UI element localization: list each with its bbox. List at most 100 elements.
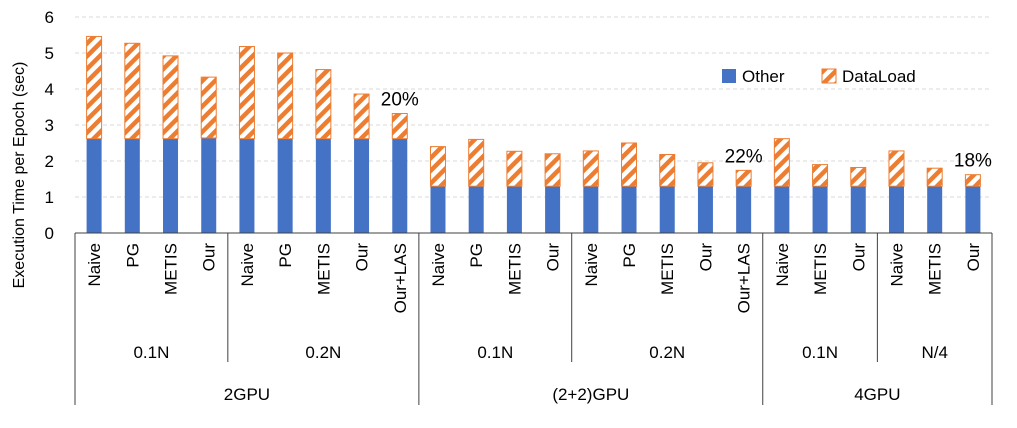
y-tick-label: 3 xyxy=(45,116,54,135)
bar-dataload xyxy=(429,146,446,187)
y-tick-label: 2 xyxy=(45,152,54,171)
x-category-label: METIS xyxy=(811,243,830,295)
bar-other xyxy=(965,186,981,233)
legend: Other DataLoad xyxy=(722,67,916,86)
x-category-label: Naive xyxy=(582,243,601,286)
bar-dataload xyxy=(506,150,523,187)
y-tick-label: 1 xyxy=(45,188,54,207)
x-category-label: PG xyxy=(620,243,639,268)
legend-swatch-dataload xyxy=(821,68,837,84)
bar-dataload xyxy=(659,154,676,187)
bar-dataload xyxy=(544,153,561,187)
bar-other xyxy=(315,138,331,233)
x-category-label: Naive xyxy=(429,243,448,286)
x-category-label: Naive xyxy=(238,243,257,286)
bar-dataload xyxy=(697,162,714,187)
y-axis-label: Execution Time per Epoch (sec) xyxy=(11,62,28,289)
x-category-label: Naive xyxy=(887,243,906,286)
percent-annotation: 20% xyxy=(381,89,419,110)
legend-label-other: Other xyxy=(742,67,785,86)
bar-other xyxy=(697,186,713,233)
x-category-label: Our xyxy=(353,243,372,272)
legend-swatch-other xyxy=(722,69,736,83)
group-label-level1: N/4 xyxy=(921,343,947,362)
group-label-level2: 4GPU xyxy=(854,385,900,404)
y-tick-label: 0 xyxy=(45,224,54,243)
x-category-label: METIS xyxy=(314,243,333,295)
x-category-label: Our xyxy=(544,243,563,272)
bar-other xyxy=(888,186,904,233)
bar-other xyxy=(86,138,102,233)
bar-dataload xyxy=(124,42,141,140)
x-category-label: PG xyxy=(123,243,142,268)
bar-other xyxy=(239,138,255,233)
bar-other xyxy=(545,186,561,233)
bar-other xyxy=(850,186,866,233)
axes: 0 1 2 3 4 5 6 Execution Time per Epoch (sec) Nai… xyxy=(11,8,993,405)
x-category-label: PG xyxy=(276,243,295,268)
percent-annotation: 22% xyxy=(725,146,763,167)
x-category-label: Naive xyxy=(773,243,792,286)
bar-other xyxy=(163,138,179,233)
group-label-level1: 0.1N xyxy=(133,343,169,362)
bar-other xyxy=(736,186,752,233)
bar-dataload xyxy=(353,93,370,140)
bar-dataload xyxy=(735,169,752,187)
bar-dataload xyxy=(162,55,179,140)
x-category-label: Naive xyxy=(85,243,104,286)
x-category-label: Our xyxy=(964,243,983,272)
bar-dataload xyxy=(621,142,638,187)
x-category-label: PG xyxy=(467,243,486,268)
bar-dataload xyxy=(773,138,790,187)
x-category-label: Our+LAS xyxy=(391,243,410,313)
bar-dataload xyxy=(582,150,599,187)
x-category-label: METIS xyxy=(505,243,524,295)
x-category-label: METIS xyxy=(658,243,677,295)
bar-other xyxy=(392,138,408,233)
bar-other xyxy=(201,137,217,233)
bar-dataload xyxy=(926,167,943,187)
bar-other xyxy=(124,138,140,233)
x-category-label: Our xyxy=(200,243,219,272)
y-tick-label: 4 xyxy=(45,80,54,99)
bar-other xyxy=(774,186,790,233)
bar-other xyxy=(277,138,293,233)
bar-dataload xyxy=(391,112,408,140)
bar-other xyxy=(812,186,828,233)
y-tick-label: 5 xyxy=(45,44,54,63)
bar-other xyxy=(927,186,943,233)
bar-dataload xyxy=(86,35,103,140)
bar-other xyxy=(354,138,370,233)
percent-annotation: 18% xyxy=(954,151,992,172)
x-category-label: Our+LAS xyxy=(735,243,754,313)
group-label-level1: 0.1N xyxy=(802,343,838,362)
bar-dataload xyxy=(238,46,255,140)
x-category-label: METIS xyxy=(926,243,945,295)
legend-label-dataload: DataLoad xyxy=(842,67,916,86)
gridlines xyxy=(75,16,992,198)
bar-dataload xyxy=(315,69,332,140)
group-label-level1: 0.2N xyxy=(305,343,341,362)
x-category-label: Our xyxy=(696,243,715,272)
bar-other xyxy=(659,186,675,233)
x-category-label: METIS xyxy=(162,243,181,295)
group-label-level1: 0.1N xyxy=(477,343,513,362)
bar-dataload xyxy=(964,174,981,187)
bar-dataload xyxy=(850,166,867,187)
bar-other xyxy=(506,186,522,233)
bar-other xyxy=(621,186,637,233)
bar-dataload xyxy=(277,52,294,140)
group-label-level1: 0.2N xyxy=(649,343,685,362)
bar-dataload xyxy=(200,76,217,139)
bars: 20% 22% 18% xyxy=(86,35,992,233)
bar-other xyxy=(583,186,599,233)
group-label-level2: 2GPU xyxy=(224,385,270,404)
group-label-level2: (2+2)GPU xyxy=(552,385,629,404)
bar-dataload xyxy=(468,138,485,187)
bar-other xyxy=(468,186,484,233)
bar-dataload xyxy=(888,150,905,187)
y-tick-label: 6 xyxy=(45,8,54,27)
x-category-label: Our xyxy=(849,243,868,272)
bar-dataload xyxy=(812,164,829,187)
